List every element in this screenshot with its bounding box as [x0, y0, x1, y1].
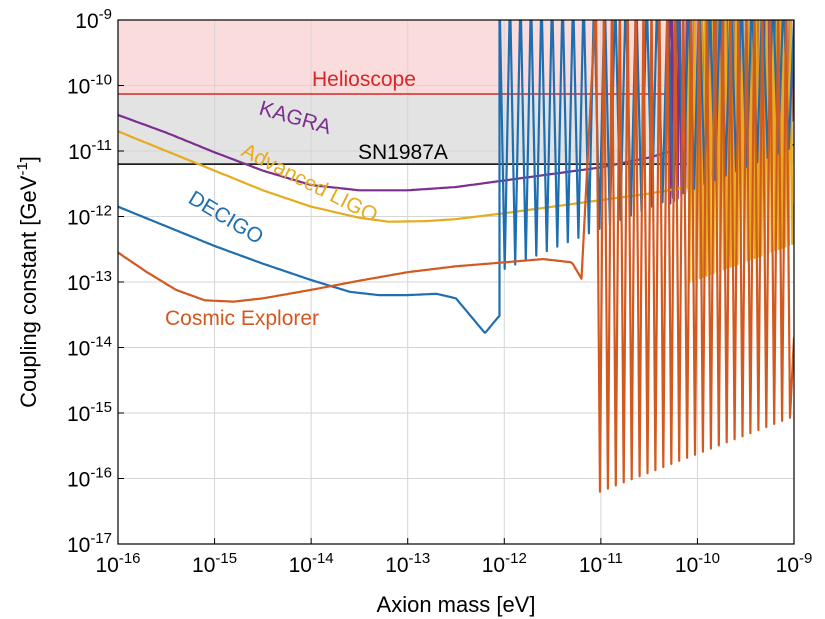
x-tick-base: 10 [579, 554, 602, 577]
x-tick-base: 10 [289, 554, 312, 577]
y-tick-exp: -9 [99, 6, 112, 23]
y-tick-label: 10-12 [67, 203, 112, 230]
y-tick-exp: -16 [90, 465, 112, 482]
y-tick-label: 10-11 [68, 137, 112, 164]
annotation-helioscope: Helioscope [312, 68, 416, 91]
x-tick-label: 10-12 [482, 550, 527, 577]
y-tick-base: 10 [67, 534, 90, 557]
y-tick-label: 10-15 [67, 399, 112, 426]
x-tick-label: 10-13 [385, 550, 430, 577]
y-tick-label: 10-16 [67, 465, 112, 492]
y-tick-exp: -12 [90, 203, 112, 220]
y-tick-exp: -17 [90, 530, 112, 547]
y-tick-base: 10 [68, 141, 91, 164]
x-tick-base: 10 [482, 554, 505, 577]
y-axis-title: Coupling constant [GeV-1] [14, 156, 41, 408]
y-axis-title-main: Coupling constant [GeV [16, 175, 41, 408]
x-tick-exp: -15 [215, 550, 237, 567]
y-tick-base: 10 [67, 403, 90, 426]
y-tick-exp: -10 [90, 72, 112, 89]
x-tick-base: 10 [192, 554, 215, 577]
y-tick-base: 10 [67, 272, 90, 295]
x-tick-base: 10 [675, 554, 698, 577]
series-line-decigo [118, 20, 794, 334]
x-tick-exp: -12 [505, 550, 527, 567]
y-tick-labels: 10-1710-1610-1510-1410-1310-1210-1110-10… [67, 6, 124, 557]
x-tick-label: 10-16 [95, 550, 140, 577]
y-tick-base: 10 [67, 469, 90, 492]
annotation-cosmic-explorer: Cosmic Explorer [165, 307, 319, 330]
y-tick-label: 10-10 [67, 72, 112, 99]
y-tick-base: 10 [67, 338, 90, 361]
y-tick-base: 10 [67, 207, 90, 230]
x-tick-label: 10-14 [289, 550, 334, 577]
x-tick-exp: -13 [409, 550, 431, 567]
y-tick-exp: -11 [91, 137, 112, 154]
plot-area [117, 19, 795, 545]
y-tick-label: 10-17 [67, 530, 112, 557]
x-tick-labels: 10-16 10-15 10-14 10-13 10-12 10-11 10-10 10-9 [95, 538, 812, 577]
x-tick-base: 10 [776, 554, 799, 577]
y-tick-exp: -14 [90, 334, 112, 351]
x-tick-label: 10-11 [579, 550, 623, 577]
y-tick-exp: -13 [90, 268, 112, 285]
y-tick-label: 10-9 [75, 6, 112, 33]
y-tick-base: 10 [75, 10, 98, 33]
y-tick-base: 10 [67, 76, 90, 99]
y-axis-title-tail: ] [16, 156, 41, 162]
y-axis-title-sup: -1 [14, 162, 31, 175]
x-tick-label: 10-9 [776, 550, 813, 577]
x-tick-exp: -14 [312, 550, 334, 567]
x-tick-exp: -16 [119, 550, 141, 567]
series-line-cosmic-explorer [118, 20, 794, 493]
x-tick-base: 10 [95, 554, 118, 577]
x-tick-exp: -11 [602, 550, 623, 567]
x-tick-base: 10 [385, 554, 408, 577]
y-tick-exp: -15 [90, 399, 112, 416]
x-tick-exp: -9 [799, 550, 812, 567]
y-tick-label: 10-13 [67, 268, 112, 295]
x-tick-exp: -10 [698, 550, 720, 567]
x-axis-title: Axion mass [eV] [377, 592, 536, 617]
annotation-sn1987a: SN1987A [358, 141, 448, 164]
x-tick-label: 10-15 [192, 550, 237, 577]
sensitivity-curves [118, 20, 794, 493]
y-tick-label: 10-14 [67, 334, 112, 361]
series-line-advanced-ligo [118, 20, 794, 284]
x-tick-label: 10-10 [675, 550, 720, 577]
